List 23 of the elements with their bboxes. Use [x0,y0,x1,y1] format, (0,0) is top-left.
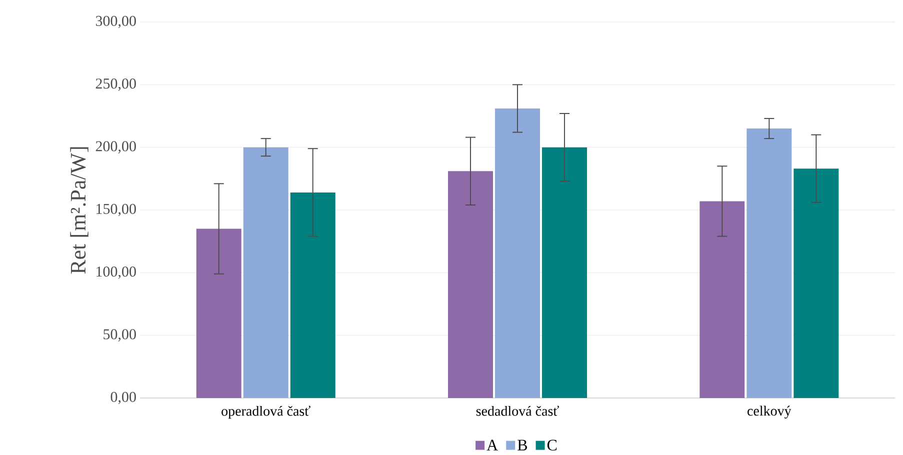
y-tick-label: 200,00 [96,141,136,154]
x-tick-label: operadlová časť [222,406,310,419]
bar [196,228,242,398]
y-tick-label: 100,00 [96,266,136,279]
y-axis-title: Ret [m².Pa/W] [70,147,88,274]
y-tick-label: 150,00 [96,204,136,216]
legend-label: B [518,440,527,450]
bar [746,128,792,398]
bar [243,147,288,398]
bar [542,147,587,398]
y-tick-label: 300,00 [96,16,136,28]
bar [700,201,745,398]
legend-label: C [547,440,557,451]
bar [495,108,540,398]
y-tick-label: 50,00 [104,329,136,342]
x-tick-label: sedadlová časť [476,406,559,416]
y-tick-label: 250,00 [96,78,136,91]
bar [290,192,336,398]
y-tick-label: 0,00 [110,392,136,404]
bar [794,168,839,398]
legend-label: A [486,440,498,450]
x-tick-label: celkový [748,406,792,419]
bar [448,171,494,398]
